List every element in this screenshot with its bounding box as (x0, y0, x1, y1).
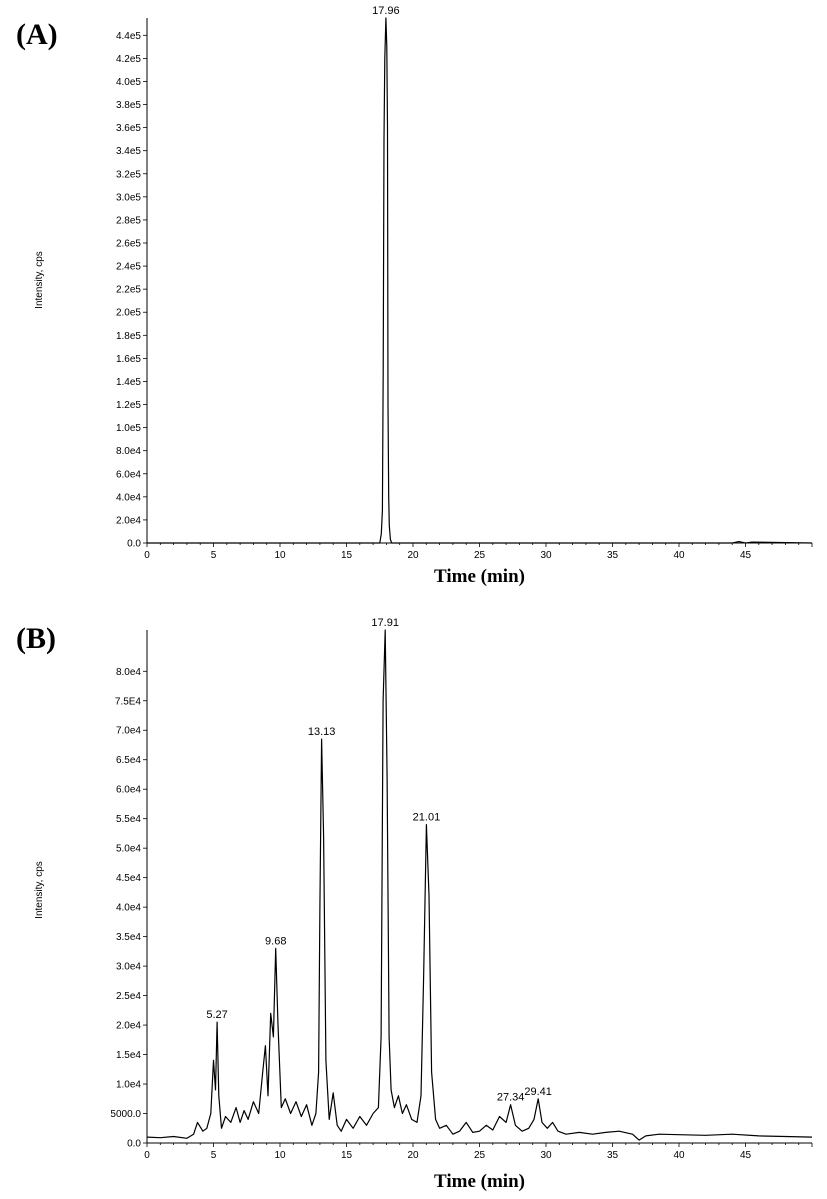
x-tick-label: 40 (673, 1150, 685, 1161)
y-tick-label: 5.5e4 (116, 814, 141, 825)
peak-label: 9.68 (265, 935, 286, 947)
y-tick-label: 4.5e4 (116, 873, 141, 884)
y-tick-label: 2.0e4 (116, 1021, 141, 1032)
y-tick-label: 1.5e4 (116, 1050, 141, 1061)
x-tick-label: 15 (341, 1150, 353, 1161)
y-tick-label: 4.0e5 (116, 77, 141, 88)
x-tick-label: 5 (211, 550, 217, 561)
x-tick-label: 20 (407, 550, 419, 561)
x-axis-title: Time (min) (434, 1171, 525, 1192)
y-tick-label: 3.0e4 (116, 962, 141, 973)
panel-label: (A) (16, 18, 58, 51)
chromatogram-trace (147, 17, 813, 544)
y-tick-label: 0.0 (127, 1139, 141, 1150)
y-tick-label: 4.2e5 (116, 54, 141, 65)
y-tick-label: 3.8e5 (116, 100, 141, 111)
y-tick-label: 4.4e5 (116, 31, 141, 42)
peak-label: 5.27 (206, 1009, 227, 1021)
y-tick-label: 8.0e4 (116, 667, 141, 678)
y-tick-label: 5.0e4 (116, 844, 141, 855)
x-tick-label: 0 (144, 550, 150, 561)
x-tick-label: 45 (740, 1150, 752, 1161)
y-axis-title: Intensity, cps (34, 251, 45, 309)
y-tick-label: 4.0e4 (116, 492, 141, 503)
y-tick-label: 0.0 (127, 539, 141, 550)
x-tick-label: 20 (407, 1150, 419, 1161)
y-tick-label: 1.0e4 (116, 1080, 141, 1091)
y-tick-label: 8.0e4 (116, 446, 141, 457)
y-tick-label: 4.0e4 (116, 903, 141, 914)
peak-label: 17.96 (372, 5, 400, 17)
y-tick-label: 3.0e5 (116, 192, 141, 203)
x-axis-title: Time (min) (434, 566, 525, 587)
y-tick-label: 2.5e4 (116, 991, 141, 1002)
peak-label: 29.41 (524, 1086, 552, 1098)
y-tick-label: 3.5e4 (116, 932, 141, 943)
x-tick-label: 10 (274, 1150, 286, 1161)
y-tick-label: 2.4e5 (116, 262, 141, 273)
x-tick-label: 5 (211, 1150, 217, 1161)
y-tick-label: 3.4e5 (116, 146, 141, 157)
y-axis-title: Intensity, cps (34, 861, 45, 919)
y-tick-label: 2.6e5 (116, 239, 141, 250)
chromatogram-trace (146, 629, 813, 1141)
y-tick-label: 1.4e5 (116, 377, 141, 388)
y-tick-label: 6.0e4 (116, 469, 141, 480)
y-tick-label: 6.0e4 (116, 785, 141, 796)
x-tick-label: 30 (540, 550, 552, 561)
y-tick-label: 7.5E4 (115, 696, 142, 707)
x-tick-label: 25 (474, 1150, 486, 1161)
x-tick-label: 45 (740, 550, 752, 561)
y-tick-label: 6.5e4 (116, 755, 141, 766)
y-tick-label: 1.8e5 (116, 331, 141, 342)
chromatogram-panel-b: (B) 0 5 10 15 20 25 30 35 40 45 0.0 5000.0 1.0e4 1.5e4… (16, 617, 813, 1192)
peak-label: 27.34 (497, 1092, 525, 1104)
peak-label: 17.91 (371, 617, 399, 629)
x-tick-label: 35 (607, 550, 619, 561)
y-tick-label: 2.0e4 (116, 515, 141, 526)
x-tick-label: 35 (607, 1150, 619, 1161)
x-tick-label: 15 (341, 550, 353, 561)
peak-label: 13.13 (308, 726, 336, 738)
y-tick-label: 1.2e5 (116, 400, 141, 411)
x-tick-label: 0 (144, 1150, 150, 1161)
x-tick-label: 40 (673, 550, 685, 561)
chromatogram-panel-a: (A) 0 5 10 15 20 25 30 35 40 45 0.0 2.0e4 4.0e4 6.0e4 8… (16, 5, 813, 587)
x-tick-label: 25 (474, 550, 486, 561)
y-tick-label: 1.6e5 (116, 354, 141, 365)
y-tick-label: 5000.0 (110, 1109, 141, 1120)
y-tick-label: 3.6e5 (116, 123, 141, 134)
peak-label: 21.01 (413, 812, 441, 824)
y-tick-label: 7.0e4 (116, 726, 141, 737)
y-tick-label: 1.0e5 (116, 423, 141, 434)
y-tick-label: 3.2e5 (116, 169, 141, 180)
y-tick-label: 2.0e5 (116, 308, 141, 319)
y-tick-label: 2.8e5 (116, 215, 141, 226)
x-tick-label: 10 (274, 550, 286, 561)
panel-label: (B) (16, 622, 56, 655)
y-tick-label: 2.2e5 (116, 285, 141, 296)
x-tick-label: 30 (540, 1150, 552, 1161)
